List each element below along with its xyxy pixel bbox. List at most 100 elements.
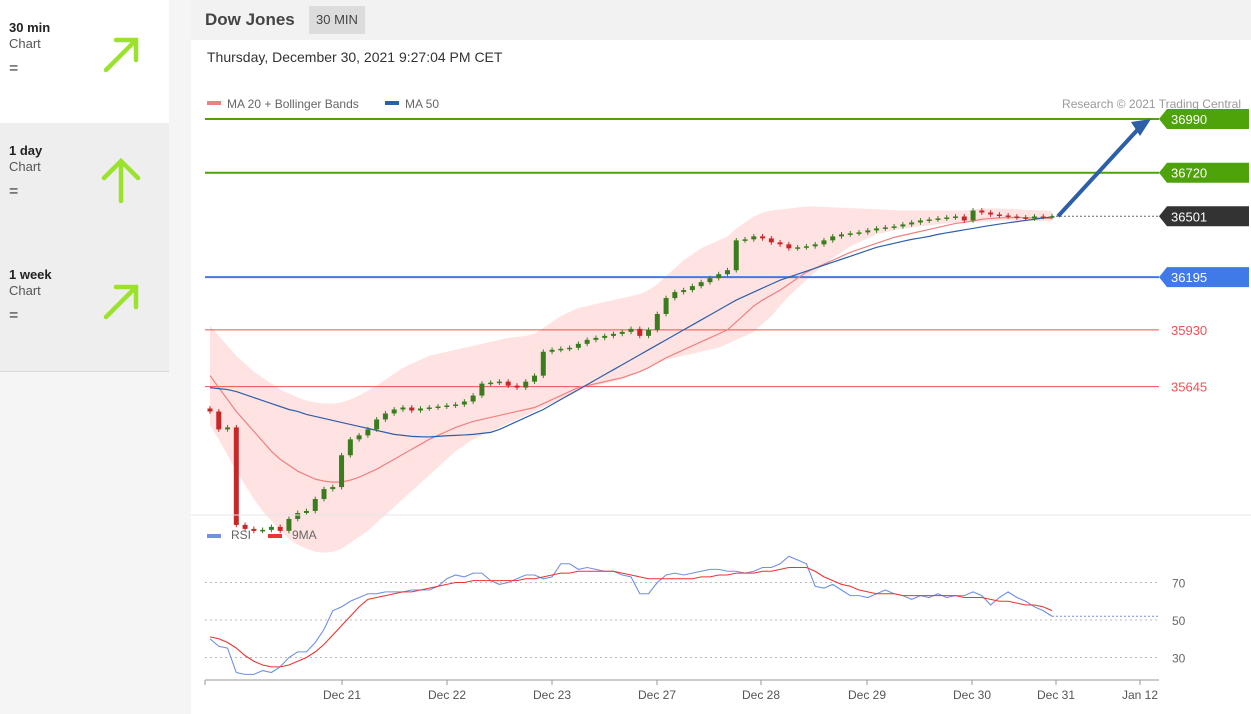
candle-body [689,286,695,291]
candle-body [874,228,880,231]
candle-body [988,212,994,215]
candle-body [365,429,371,436]
level-label-35645: 35645 [1171,380,1207,395]
level-label-36501: 36501 [1171,209,1207,224]
candle-body [970,210,976,221]
x-tick-label: Dec 31 [1037,688,1075,702]
rsi-ma-line [209,566,1053,668]
candles [207,208,1055,534]
level-label-36195: 36195 [1171,270,1207,285]
candle-body [628,328,634,332]
ma20-line [209,216,1053,483]
x-tick-label: Dec 28 [742,688,780,702]
timeframe-card-30min[interactable]: 30 min Chart = [0,0,169,125]
candle-body [917,220,923,223]
rsi-tick-label: 30 [1172,652,1186,666]
x-tick-label: Dec 22 [428,688,466,702]
candle-body [496,381,502,384]
level-label-35930: 35930 [1171,323,1207,338]
candle-body [549,349,555,352]
candle-body [1023,217,1029,219]
timeframe-badge[interactable]: 30 MIN [309,6,365,34]
candle-body [865,230,871,233]
candle-body [356,435,362,440]
target-arrow-shaft [1056,124,1143,218]
candle-body [935,218,941,220]
candle-body [786,244,792,249]
candle-body [724,270,730,275]
candle-body [453,404,459,407]
arrow-up-icon [101,157,141,203]
chart-header: Dow Jones 30 MIN [191,0,1251,40]
candle-body [286,518,292,531]
x-tick-label: Dec 27 [638,688,676,702]
legend-label-ma50: MA 50 [405,97,439,111]
candle-body [347,439,353,456]
rsi-tick-label: 50 [1172,614,1186,628]
legend-label-ma20: MA 20 + Bollinger Bands [227,97,359,111]
candle-body [1040,216,1046,218]
candle-body [435,406,441,409]
legend-label-rsi: RSI [231,528,251,542]
candle-body [812,244,818,247]
candle-body [426,407,432,409]
ma50-line [209,216,1053,438]
instrument-title: Dow Jones [205,10,295,29]
candle-body [532,375,538,382]
x-tick-label: Jan 12 [1122,688,1158,702]
candle-body [567,347,573,350]
candle-body [961,216,967,221]
candle-body [663,298,669,314]
level-label-36990: 36990 [1171,112,1207,127]
candle-body [400,407,406,410]
candle-body [382,413,388,420]
timeframe-card-1week[interactable]: 1 week Chart = [0,247,169,372]
level-tag-36990 [1159,108,1249,129]
x-tick-label: Dec 29 [848,688,886,702]
candle-body [847,233,853,235]
candle-body [1005,215,1011,217]
candle-body [303,510,309,513]
candle-body [839,234,844,237]
candle-body [540,351,546,376]
candle-body [733,240,739,271]
candle-body [900,224,906,227]
candle-body [233,427,239,525]
candle-body [646,329,652,336]
candle-body [391,409,397,414]
legend-swatch-9ma [268,534,282,538]
candle-body [444,405,450,408]
candle-body [488,382,494,385]
candle-body [225,427,231,430]
candle-body [953,216,959,218]
level-label-36720: 36720 [1171,166,1207,181]
timeframe-sub: Chart [9,159,41,174]
price-chart[interactable]: MA 20 + Bollinger Bands MA 50 Research © 2… [191,0,1251,714]
candle-body [1014,216,1020,218]
candle-body [768,238,774,243]
candle-body [707,278,713,283]
timeframe-card-1day[interactable]: 1 day Chart = [0,123,169,248]
candle-body [593,337,599,340]
candle-body [374,419,380,430]
candle-body [909,222,915,225]
chart-panel: Dow Jones 30 MIN Thursday, December 30, … [191,0,1251,714]
x-tick-label: Dec 23 [533,688,571,702]
candle-body [514,385,520,388]
legend-label-9ma: 9MA [292,528,317,542]
arrow-up-right-icon [103,284,139,320]
candle-body [575,343,581,348]
candle-body [751,236,757,240]
candle-body [523,381,529,388]
candle-body [242,524,248,529]
candle-body [681,290,687,293]
candle-body [672,292,678,299]
legend-swatch-rsi [207,534,221,538]
timeframe-status: = [9,183,19,200]
candle-body [698,282,704,287]
timeframe-status: = [9,307,19,324]
candle-body [330,487,336,490]
arrow-up-right-icon [103,37,139,73]
candle-body [610,333,616,336]
candle-body [619,331,625,334]
